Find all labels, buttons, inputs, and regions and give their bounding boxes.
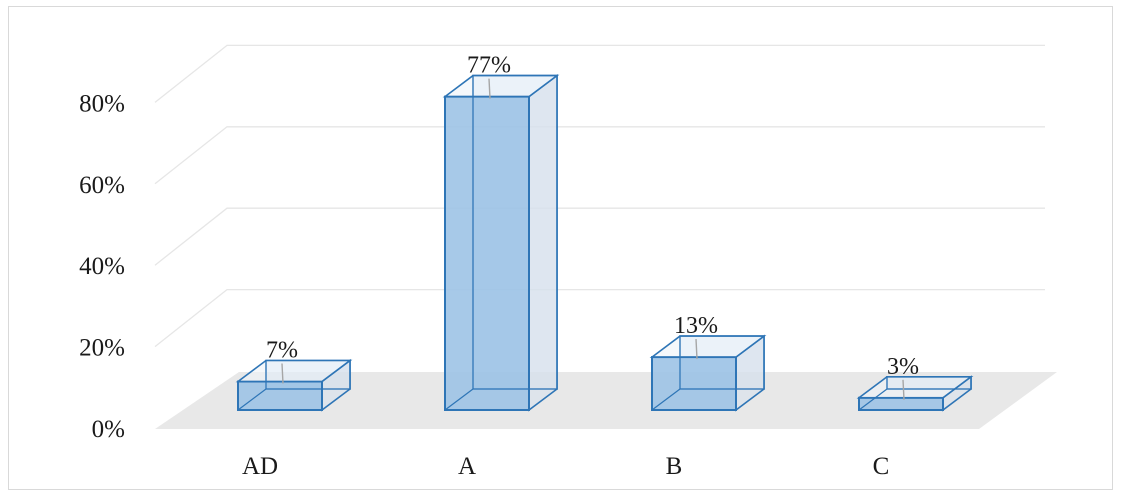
bar-ad [235, 358, 353, 412]
data-label: 13% [674, 313, 718, 339]
data-label: 77% [467, 53, 511, 79]
y-tick-label: 80% [79, 90, 125, 117]
gridlines [154, 44, 1045, 348]
y-tick-label: 0% [92, 416, 125, 443]
gridline [154, 44, 1045, 103]
floor-plane [155, 372, 1057, 429]
data-label-leader [695, 339, 698, 360]
bar-b [649, 334, 767, 412]
y-tick-label: 20% [79, 335, 125, 362]
gridline [154, 207, 1045, 266]
bar-a [442, 74, 560, 412]
y-tick-label: 60% [79, 172, 125, 199]
bar-c [856, 375, 974, 412]
data-label-leader [902, 379, 905, 400]
gridline [154, 288, 1045, 348]
bar-front-face [858, 396, 944, 412]
bar-front-face [444, 95, 530, 412]
x-category-label: AD [242, 453, 278, 480]
x-category-label: C [873, 453, 890, 480]
data-label-leader [488, 78, 491, 99]
y-tick-label: 40% [79, 253, 125, 280]
chart-floor [155, 372, 1057, 429]
bars [235, 74, 974, 412]
data-label: 7% [266, 338, 298, 364]
x-category-label: A [458, 453, 476, 480]
data-label: 3% [887, 354, 919, 380]
bar-front-face [651, 356, 737, 411]
bar-side-face [528, 74, 558, 412]
data-label-leader [281, 363, 284, 384]
bar-front-face [237, 380, 323, 412]
labels: 0% 20% 40% 60% 80% 7% AD 77% A 13% B 3% C [79, 53, 919, 480]
gridline [154, 126, 1045, 185]
x-category-label: B [666, 453, 683, 480]
